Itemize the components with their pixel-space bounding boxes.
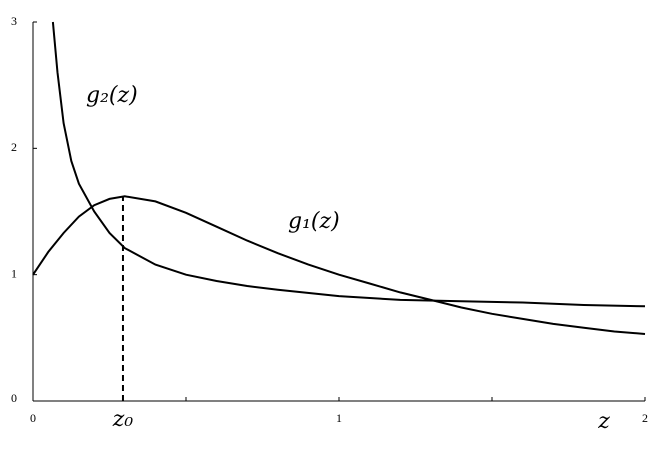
y-tick-label: 3 [11,14,17,28]
marker-label: z₀ [112,407,134,432]
x-axis-label: z [597,409,610,434]
y-tick-label: 2 [11,140,17,154]
curve-label: g₁(z) [288,209,340,234]
curve [51,21,646,308]
x-tick-label: 2 [642,411,648,425]
curve-label: g₂(z) [86,83,138,108]
x-tick-label: 1 [336,411,342,425]
y-tick-label: 0 [11,391,17,405]
y-tick-label: 1 [11,266,17,280]
x-tick-label: 0 [30,411,36,425]
